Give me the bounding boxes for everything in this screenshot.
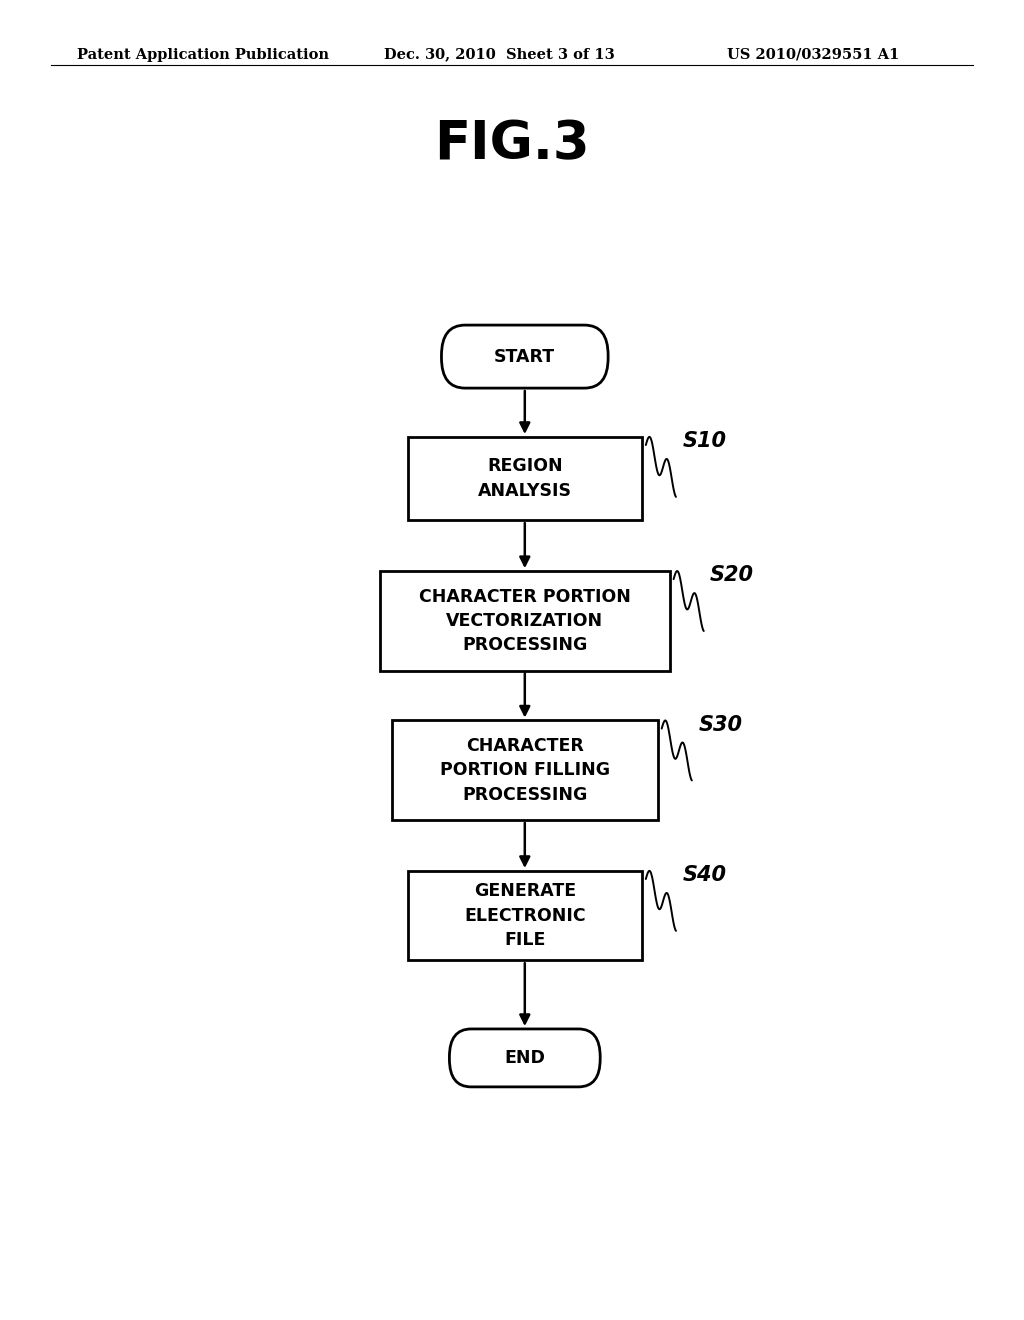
Text: CHARACTER
PORTION FILLING
PROCESSING: CHARACTER PORTION FILLING PROCESSING <box>439 737 610 804</box>
Text: S20: S20 <box>710 565 754 585</box>
Text: S10: S10 <box>682 430 726 451</box>
Text: GENERATE
ELECTRONIC
FILE: GENERATE ELECTRONIC FILE <box>464 882 586 949</box>
Text: S40: S40 <box>682 865 726 884</box>
Text: START: START <box>495 347 555 366</box>
Text: Patent Application Publication: Patent Application Publication <box>77 48 329 62</box>
Text: US 2010/0329551 A1: US 2010/0329551 A1 <box>727 48 899 62</box>
Text: REGION
ANALYSIS: REGION ANALYSIS <box>478 458 571 500</box>
Bar <box>408 871 642 961</box>
Text: Dec. 30, 2010  Sheet 3 of 13: Dec. 30, 2010 Sheet 3 of 13 <box>384 48 614 62</box>
Text: FIG.3: FIG.3 <box>434 119 590 170</box>
FancyBboxPatch shape <box>441 325 608 388</box>
Text: CHARACTER PORTION
VECTORIZATION
PROCESSING: CHARACTER PORTION VECTORIZATION PROCESSI… <box>419 587 631 655</box>
Bar <box>380 572 670 671</box>
Bar <box>392 721 657 820</box>
Bar <box>408 437 642 520</box>
Text: S30: S30 <box>698 714 742 734</box>
Text: END: END <box>505 1049 545 1067</box>
FancyBboxPatch shape <box>450 1030 600 1086</box>
